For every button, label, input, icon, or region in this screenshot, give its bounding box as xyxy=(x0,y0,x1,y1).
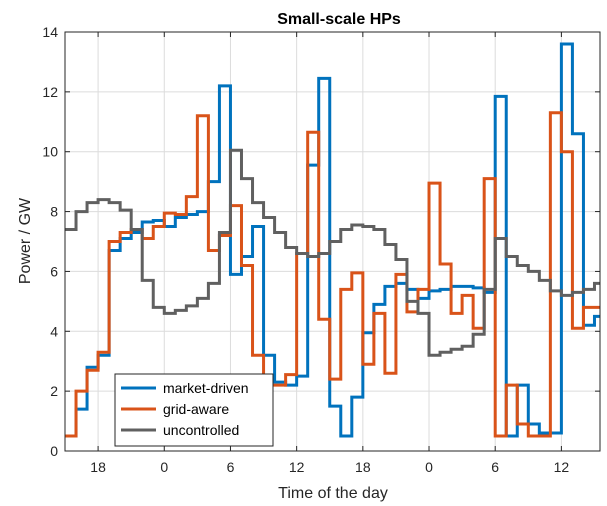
y-tick-label: 4 xyxy=(50,323,58,339)
x-tick-label: 12 xyxy=(554,459,570,475)
legend-box xyxy=(114,373,274,447)
legend-label: market-driven xyxy=(163,380,249,396)
y-axis-label: Power / GW xyxy=(17,197,34,284)
x-tick-label: 6 xyxy=(491,459,499,475)
y-tick-label: 10 xyxy=(42,144,58,160)
plot-frame xyxy=(64,31,601,452)
legend-label: grid-aware xyxy=(163,401,229,417)
y-tick-label: 0 xyxy=(50,443,58,459)
y-tick-label: 12 xyxy=(42,84,58,100)
x-tick-label: 18 xyxy=(90,459,106,475)
y-tick-label: 6 xyxy=(50,263,58,279)
x-axis-label: Time of the day xyxy=(278,485,388,502)
y-tick-label: 8 xyxy=(50,204,58,220)
x-tick-label: 0 xyxy=(425,459,433,475)
legend: market-driven grid-aware uncontrolled xyxy=(114,373,274,447)
series-layer xyxy=(65,42,600,438)
legend-label: uncontrolled xyxy=(163,422,239,438)
x-tick-label: 0 xyxy=(160,459,168,475)
series-line-grid-aware xyxy=(65,111,600,438)
y-tick-label: 14 xyxy=(42,24,58,40)
x-tick-label: 18 xyxy=(355,459,371,475)
x-tick-label: 6 xyxy=(227,459,235,475)
ticks: 0 2 4 6 8 10 12 14 18 0 6 12 18 0 6 12 xyxy=(42,24,600,475)
chart-title: Small-scale HPs xyxy=(277,11,401,28)
series-line-market-driven xyxy=(65,42,600,438)
y-tick-label: 2 xyxy=(50,383,58,399)
x-tick-label: 12 xyxy=(289,459,305,475)
series-line-uncontrolled xyxy=(65,148,600,357)
